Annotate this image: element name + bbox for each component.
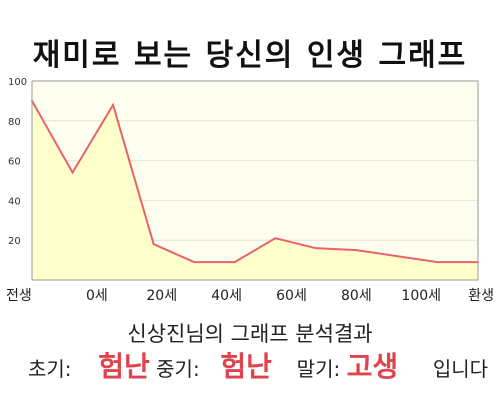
plot-border bbox=[31, 80, 479, 281]
y-tick-label: 80 bbox=[8, 117, 21, 128]
y-tick-label: 40 bbox=[8, 196, 21, 207]
y-tick-label: 100 bbox=[8, 77, 27, 88]
data-point bbox=[193, 261, 196, 264]
middle-label: 중기: bbox=[156, 357, 200, 381]
data-point bbox=[395, 255, 398, 258]
data-point bbox=[436, 261, 439, 264]
x-tick-label: 0세 bbox=[86, 288, 108, 304]
data-point bbox=[233, 261, 236, 264]
data-point bbox=[314, 247, 317, 250]
page-title: 재미로 보는 당신의 인생 그래프 bbox=[32, 38, 468, 73]
data-point bbox=[71, 171, 74, 174]
y-axis-labels: 20 40 60 80 100 bbox=[8, 77, 27, 247]
data-line bbox=[31, 100, 478, 264]
area-fill bbox=[32, 100, 478, 281]
x-tick-label: 환생 bbox=[468, 288, 494, 304]
late-label: 말기: bbox=[296, 357, 341, 381]
suffix-text: 입니다 bbox=[432, 357, 489, 381]
data-point bbox=[152, 243, 155, 246]
y-tick-label: 60 bbox=[8, 157, 21, 168]
data-point bbox=[274, 237, 277, 240]
early-value: 험난 bbox=[98, 350, 150, 383]
data-point bbox=[112, 103, 115, 106]
x-tick-label: 전생 bbox=[6, 288, 32, 304]
x-tick-label: 40세 bbox=[211, 288, 242, 304]
x-tick-label: 60세 bbox=[276, 288, 307, 304]
x-tick-label: 100세 bbox=[401, 288, 441, 304]
x-tick-label: 80세 bbox=[341, 288, 372, 304]
data-point bbox=[355, 249, 358, 252]
y-tick-label: 20 bbox=[8, 236, 21, 247]
result-summary: 초기: 험난 중기: 험난 말기: 고생 입니다 bbox=[28, 345, 488, 385]
x-axis-labels: 전생 0세 20세 40세 60세 80세 100세 환생 bbox=[6, 288, 494, 304]
middle-value: 험난 bbox=[220, 350, 272, 383]
late-value: 고생 bbox=[346, 350, 399, 383]
x-tick-label: 20세 bbox=[146, 288, 177, 304]
life-graph-chart: 20 40 60 80 100 전생 0세 20세 40세 60세 80세 100세 환생 bbox=[6, 77, 494, 304]
early-label: 초기: bbox=[28, 357, 72, 381]
result-title: 신상진님의 그래프 분석결과 bbox=[127, 322, 373, 346]
